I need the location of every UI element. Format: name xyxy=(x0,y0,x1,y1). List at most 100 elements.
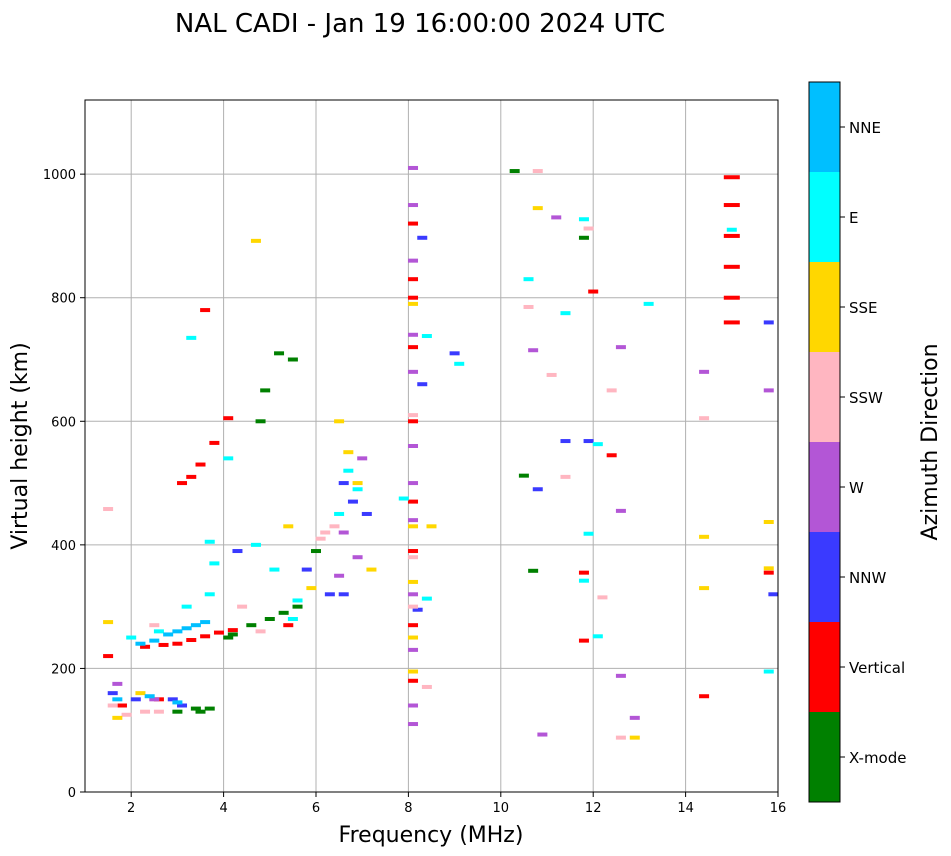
data-point xyxy=(615,508,626,513)
data-point xyxy=(287,617,298,621)
data-point xyxy=(320,530,331,535)
data-point xyxy=(200,308,211,313)
series-sse xyxy=(103,206,774,740)
data-point xyxy=(578,638,589,643)
colorbar-segment-x-mode xyxy=(809,712,840,802)
data-point xyxy=(763,669,774,674)
data-point xyxy=(408,258,419,263)
data-point xyxy=(699,694,710,699)
data-point xyxy=(592,442,603,447)
x-tick-label: 16 xyxy=(770,801,787,816)
data-point xyxy=(149,638,160,643)
data-point xyxy=(181,626,192,631)
y-tick-label: 800 xyxy=(51,292,76,307)
data-point xyxy=(306,586,317,591)
data-point xyxy=(274,351,285,356)
data-point xyxy=(408,623,419,628)
data-point xyxy=(532,169,543,174)
data-point xyxy=(264,617,275,621)
data-point xyxy=(597,595,608,600)
data-point xyxy=(408,592,419,597)
data-point xyxy=(135,641,146,646)
data-point xyxy=(112,681,123,686)
data-point xyxy=(426,524,437,529)
data-point xyxy=(343,468,354,473)
data-point xyxy=(153,709,164,714)
data-point xyxy=(408,703,419,708)
data-point xyxy=(357,456,368,461)
data-point xyxy=(408,722,419,727)
data-point xyxy=(592,634,603,639)
data-point xyxy=(204,592,215,597)
data-point xyxy=(421,334,432,339)
data-point xyxy=(227,628,238,633)
y-tick-label: 400 xyxy=(51,539,76,554)
data-point xyxy=(301,567,312,572)
colorbar-frame xyxy=(808,81,841,803)
series-ssw xyxy=(103,169,710,740)
chart-title: NAL CADI - Jan 19 16:00:00 2024 UTC xyxy=(175,9,665,39)
plot-frame xyxy=(84,99,779,793)
data-point xyxy=(140,709,151,714)
data-point xyxy=(578,217,589,222)
data-point xyxy=(629,715,640,720)
data-point xyxy=(699,416,710,421)
data-point xyxy=(278,610,289,615)
colorbar-title: Azimuth Direction xyxy=(918,343,943,540)
data-point xyxy=(408,481,419,486)
data-point xyxy=(311,549,321,554)
colorbar-label: SSE xyxy=(849,299,878,317)
data-point xyxy=(366,567,377,572)
data-point xyxy=(408,413,419,418)
data-point xyxy=(126,635,137,640)
data-points-layer xyxy=(103,165,779,740)
colorbar-segment-sse xyxy=(809,262,840,352)
data-point xyxy=(334,511,345,516)
data-point xyxy=(528,568,539,573)
data-point xyxy=(560,311,571,316)
data-point xyxy=(163,632,174,637)
data-point xyxy=(583,226,594,231)
data-point xyxy=(204,539,215,544)
data-point xyxy=(315,536,326,541)
data-point xyxy=(292,598,303,603)
data-point xyxy=(615,345,626,350)
data-point xyxy=(408,678,419,683)
x-axis-label: Frequency (MHz) xyxy=(339,823,524,848)
data-point xyxy=(190,706,201,711)
data-point xyxy=(583,439,594,444)
data-point xyxy=(454,361,465,366)
data-point xyxy=(112,697,123,702)
data-point xyxy=(723,264,740,269)
data-point xyxy=(246,623,257,628)
data-point xyxy=(186,638,197,643)
data-point xyxy=(329,524,340,529)
data-point xyxy=(560,474,571,479)
data-point xyxy=(560,439,571,444)
data-point xyxy=(209,440,220,445)
data-point xyxy=(578,570,589,575)
data-point xyxy=(130,697,141,702)
data-point xyxy=(723,203,740,208)
colorbar-label: E xyxy=(849,209,858,227)
series-w xyxy=(112,165,774,737)
data-point xyxy=(537,732,548,737)
data-point xyxy=(195,709,206,714)
data-point xyxy=(338,481,349,486)
data-point xyxy=(223,456,234,461)
data-point xyxy=(107,703,118,708)
data-point xyxy=(181,604,192,609)
colorbar-label: NNW xyxy=(849,569,886,587)
data-point xyxy=(107,691,118,696)
data-point xyxy=(408,579,419,584)
data-point xyxy=(408,549,419,554)
data-point xyxy=(237,604,248,609)
data-point xyxy=(144,694,155,699)
y-axis-ticks: 0 200 400 600 800 1000 xyxy=(43,168,85,801)
data-point xyxy=(213,630,224,635)
colorbar-segment-nnw xyxy=(809,532,840,622)
data-point xyxy=(699,369,710,374)
data-point xyxy=(629,735,640,740)
data-point xyxy=(408,332,419,337)
x-tick-label: 10 xyxy=(493,801,510,816)
